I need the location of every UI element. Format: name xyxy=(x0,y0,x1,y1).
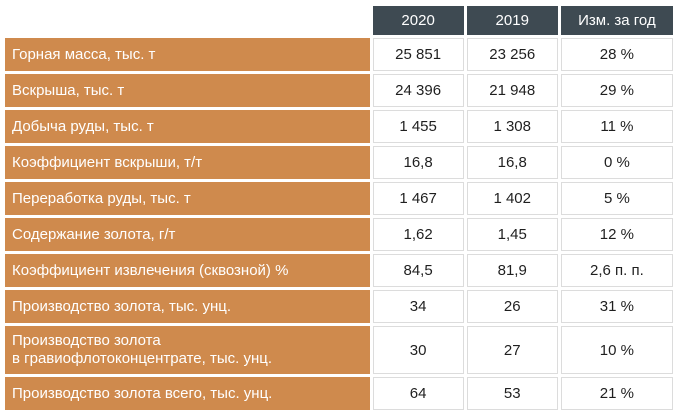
value-2019: 27 xyxy=(466,326,558,374)
value-change: 29 % xyxy=(560,74,673,107)
value-2019: 26 xyxy=(466,290,558,323)
table-row: Переработка руды, тыс. т 1 467 1 402 5 % xyxy=(5,182,673,215)
production-table: 2020 2019 Изм. за год Горная масса, тыс.… xyxy=(2,3,676,413)
value-2020: 30 xyxy=(372,326,464,374)
value-2020: 16,8 xyxy=(372,146,464,179)
row-label: Производство золота в гравиофлотоконцентр… xyxy=(5,326,370,374)
value-change: 0 % xyxy=(560,146,673,179)
value-2020: 25 851 xyxy=(372,38,464,71)
value-2020: 34 xyxy=(372,290,464,323)
row-label: Горная масса, тыс. т xyxy=(5,38,370,71)
row-label: Производство золота всего, тыс. унц. xyxy=(5,377,370,410)
table-row: Коэффициент извлечения (сквозной) % 84,5 8… xyxy=(5,254,673,287)
value-2019: 23 256 xyxy=(466,38,558,71)
header-2019: 2019 xyxy=(466,6,558,35)
row-label-line: Вскрыша, тыс. т xyxy=(12,81,125,99)
row-label: Содержание золота, г/т xyxy=(5,218,370,251)
table-row: Производство золота всего, тыс. унц. 64 53… xyxy=(5,377,673,410)
value-2020: 84,5 xyxy=(372,254,464,287)
value-change: 12 % xyxy=(560,218,673,251)
row-label-line: Коэффициент вскрыши, т/т xyxy=(12,153,203,171)
row-label-line: Производство золота всего, тыс. унц. xyxy=(12,384,273,402)
table-row: Содержание золота, г/т 1,62 1,45 12 % xyxy=(5,218,673,251)
value-change: 28 % xyxy=(560,38,673,71)
value-2019: 53 xyxy=(466,377,558,410)
value-2019: 21 948 xyxy=(466,74,558,107)
value-change: 10 % xyxy=(560,326,673,374)
value-2019: 81,9 xyxy=(466,254,558,287)
value-change: 21 % xyxy=(560,377,673,410)
row-label: Производство золота, тыс. унц. xyxy=(5,290,370,323)
row-label-line: Добыча руды, тыс. т xyxy=(12,117,154,135)
row-label: Коэффициент извлечения (сквозной) % xyxy=(5,254,370,287)
row-label-line: в гравиофлотоконцентрате, тыс. унц. xyxy=(12,350,273,367)
table-row: Добыча руды, тыс. т 1 455 1 308 11 % xyxy=(5,110,673,143)
value-change: 2,6 п. п. xyxy=(560,254,673,287)
value-2019: 1 402 xyxy=(466,182,558,215)
row-label: Коэффициент вскрыши, т/т xyxy=(5,146,370,179)
row-label-line: Коэффициент извлечения (сквозной) % xyxy=(12,261,289,279)
table-row: Производство золота в гравиофлотоконцентр… xyxy=(5,326,673,374)
row-label-line: Производство золота, тыс. унц. xyxy=(12,297,232,315)
value-2020: 1,62 xyxy=(372,218,464,251)
header-change: Изм. за год xyxy=(560,6,673,35)
value-2020: 1 455 xyxy=(372,110,464,143)
row-label: Переработка руды, тыс. т xyxy=(5,182,370,215)
row-label-line: Содержание золота, г/т xyxy=(12,225,176,243)
table-row: Коэффициент вскрыши, т/т 16,8 16,8 0 % xyxy=(5,146,673,179)
row-label: Добыча руды, тыс. т xyxy=(5,110,370,143)
row-label-line: Горная масса, тыс. т xyxy=(12,45,156,63)
row-label-line: Переработка руды, тыс. т xyxy=(12,189,191,207)
table-container: 2020 2019 Изм. за год Горная масса, тыс.… xyxy=(2,3,676,413)
value-2019: 1,45 xyxy=(466,218,558,251)
header-2020: 2020 xyxy=(372,6,464,35)
value-2020: 24 396 xyxy=(372,74,464,107)
header-row: 2020 2019 Изм. за год xyxy=(5,6,673,35)
value-change: 11 % xyxy=(560,110,673,143)
table-row: Вскрыша, тыс. т 24 396 21 948 29 % xyxy=(5,74,673,107)
value-2019: 1 308 xyxy=(466,110,558,143)
value-change: 5 % xyxy=(560,182,673,215)
header-corner xyxy=(5,6,370,35)
value-2020: 64 xyxy=(372,377,464,410)
row-label-line: Производство золота xyxy=(12,332,161,349)
value-2019: 16,8 xyxy=(466,146,558,179)
row-label: Вскрыша, тыс. т xyxy=(5,74,370,107)
value-2020: 1 467 xyxy=(372,182,464,215)
value-change: 31 % xyxy=(560,290,673,323)
table-body: Горная масса, тыс. т 25 851 23 256 28 % Вскр… xyxy=(5,38,673,410)
table-row: Горная масса, тыс. т 25 851 23 256 28 % xyxy=(5,38,673,71)
table-row: Производство золота, тыс. унц. 34 26 31 % xyxy=(5,290,673,323)
